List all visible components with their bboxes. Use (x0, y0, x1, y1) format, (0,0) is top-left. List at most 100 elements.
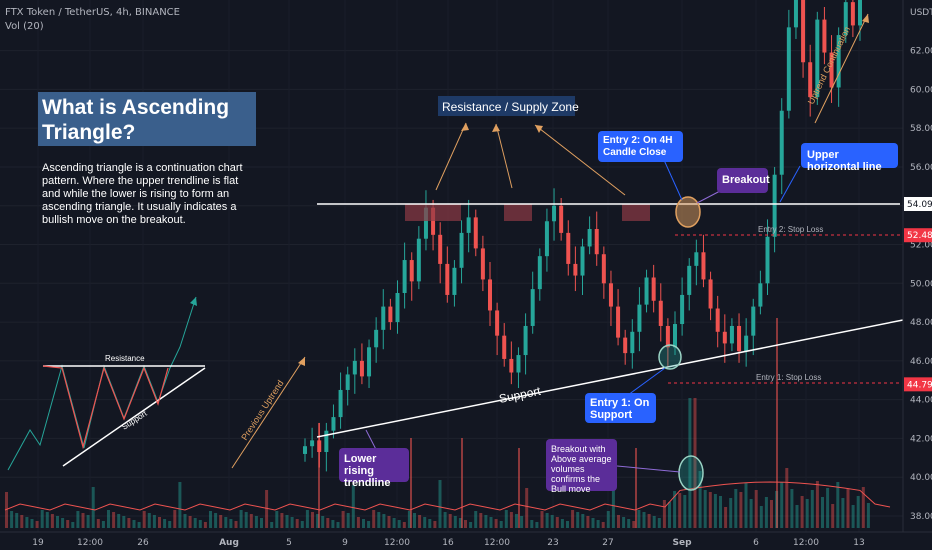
volume-bar (739, 492, 743, 528)
volume-bar (270, 522, 274, 528)
candle-body (402, 260, 407, 294)
arrow-zone-3 (534, 124, 626, 196)
arrow-entry1 (627, 367, 666, 396)
volume-bar (576, 512, 580, 528)
volume-bar (642, 512, 646, 528)
annotation-arrows (231, 13, 869, 473)
volume-bar (795, 505, 799, 528)
candle-body (537, 256, 542, 290)
volume-bar (387, 516, 391, 528)
volume-bar (265, 490, 269, 528)
volume-bar (703, 490, 707, 528)
volume-bar (183, 514, 187, 528)
x-tick-label: 5 (286, 538, 292, 548)
volume-bar (142, 511, 146, 528)
breakout-callout: Breakout (717, 168, 770, 193)
symbol-legend[interactable]: FTX Token / TetherUS, 4h, BINANCE (5, 7, 180, 18)
candle-body (801, 0, 806, 63)
price-axis[interactable]: 38.00 40.00 42.00 44.00 46.00 48.00 50.00 52.00… (910, 47, 932, 522)
candle-body (608, 283, 613, 307)
volume-bar (749, 499, 753, 528)
volume-bar (397, 520, 401, 528)
volume-bar (555, 517, 559, 528)
candle-body (758, 283, 763, 307)
arrow-previous-uptrend (231, 356, 306, 469)
time-axis[interactable]: 19 12:00 26 Aug 5 9 12:00 16 12:00 23 27 Sep 6 12:00 1… (32, 538, 864, 548)
arrow-entry2 (663, 159, 683, 201)
candle-body (658, 300, 663, 326)
volume-bar (367, 521, 371, 528)
volume-legend[interactable]: Vol (20) (5, 21, 44, 32)
volume-bar (407, 511, 411, 528)
volume-bar (545, 513, 549, 528)
candle-body (630, 331, 635, 354)
volume-bar (693, 398, 697, 528)
volume-bar (81, 513, 85, 528)
volume-bar (45, 512, 49, 528)
volume-bar (601, 522, 605, 528)
volume-bar (759, 506, 763, 528)
candle-body (694, 252, 699, 266)
volume-bar (708, 492, 712, 528)
volume-bar (821, 497, 824, 528)
volume-bar (91, 487, 95, 528)
candle-body (786, 27, 791, 111)
rising-support-line[interactable] (316, 319, 904, 438)
candle-body (765, 236, 770, 284)
arrow-upper-line (779, 165, 801, 203)
volume-bar (280, 513, 284, 528)
volume-bar (627, 519, 631, 528)
title-text: What is Ascending Triangle? (42, 96, 230, 144)
volume-bar (617, 515, 620, 528)
volume-bar (841, 498, 845, 528)
candle-body (751, 306, 756, 336)
entry2-callout: Entry 2: On 4H Candle Close (598, 131, 683, 162)
volume-bar (591, 518, 595, 528)
volume-bar (632, 521, 636, 528)
volume-bar (244, 512, 248, 528)
candle-body (701, 252, 706, 280)
candle-body (480, 248, 485, 280)
volume-bar (668, 502, 671, 528)
volume-bar (479, 513, 483, 528)
y-tick-label: 42.00 (910, 434, 932, 444)
entry1-callout: Entry 1: On Support (585, 393, 656, 423)
volume-bar (866, 503, 870, 528)
volume-bar (831, 504, 835, 528)
volume-bar (321, 516, 325, 528)
volume-bar (285, 515, 289, 528)
volume-bar (754, 490, 758, 528)
volume-bar (515, 514, 518, 528)
volume-bar (117, 514, 121, 528)
candle-body (673, 324, 677, 348)
x-tick-label: 6 (753, 538, 759, 548)
candle-body (772, 174, 777, 237)
volume-bar (413, 513, 416, 528)
volume-bar (652, 516, 656, 528)
volume-bar (5, 492, 8, 528)
volume-bar (688, 398, 692, 528)
volume-bar (566, 521, 569, 528)
volume-bar (168, 521, 172, 528)
volume-bar (351, 485, 355, 528)
mini-arrow-head (190, 297, 197, 306)
y-tick-label: 50.00 (910, 279, 932, 289)
volume-bar (193, 518, 197, 528)
volume-bar (234, 521, 238, 528)
volume-ma-line (4, 481, 891, 511)
candle-body (665, 325, 670, 348)
volume-bar (56, 516, 59, 528)
arrowhead-5 (862, 14, 869, 23)
candle-body (644, 277, 649, 305)
volume-bar (382, 514, 386, 528)
mini-swings (42, 365, 169, 450)
resistance-zone-label: Resistance / Supply Zone (442, 100, 579, 114)
x-tick-label: 26 (137, 538, 149, 548)
candle-body (473, 217, 478, 249)
candle-body (850, 2, 855, 26)
candle-body (488, 279, 492, 311)
volume-bar (744, 483, 748, 528)
arrow-heads (298, 14, 869, 366)
y-tick-label: 60.00 (910, 85, 932, 95)
